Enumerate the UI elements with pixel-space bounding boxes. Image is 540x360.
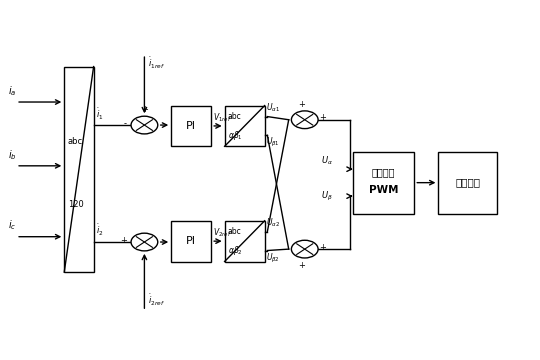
- Text: $i_a$: $i_a$: [8, 84, 17, 98]
- Text: -: -: [124, 119, 127, 128]
- Bar: [64, 67, 93, 272]
- Text: abc: abc: [228, 227, 241, 236]
- Text: -: -: [144, 254, 146, 263]
- Bar: [353, 152, 414, 214]
- Text: $\alpha\beta_1$: $\alpha\beta_1$: [228, 129, 242, 142]
- Circle shape: [292, 111, 318, 129]
- Text: PWM: PWM: [369, 185, 399, 195]
- Text: $U_{\beta 2}$: $U_{\beta 2}$: [266, 252, 280, 265]
- Text: +: +: [141, 105, 149, 114]
- Text: $i_b$: $i_b$: [8, 148, 17, 162]
- Text: $U_{\alpha 2}$: $U_{\alpha 2}$: [266, 216, 280, 229]
- Text: PI: PI: [186, 236, 196, 246]
- Text: PI: PI: [186, 121, 196, 131]
- Text: $U_\alpha$: $U_\alpha$: [321, 154, 333, 167]
- Circle shape: [292, 240, 318, 258]
- Text: $\alpha\beta_2$: $\alpha\beta_2$: [228, 244, 242, 257]
- Text: abc: abc: [68, 136, 83, 145]
- Text: $\dot{i}_2$: $\dot{i}_2$: [96, 223, 103, 238]
- Text: $\dot{i}_{2ref}$: $\dot{i}_{2ref}$: [147, 293, 165, 308]
- Bar: [225, 105, 265, 146]
- Text: $U_\beta$: $U_\beta$: [321, 189, 333, 203]
- Text: +: +: [319, 243, 326, 252]
- Text: $i_c$: $i_c$: [8, 219, 16, 233]
- Text: 空间矢量: 空间矢量: [372, 167, 395, 177]
- Text: +: +: [120, 236, 127, 245]
- Text: $V_{2ref}$: $V_{2ref}$: [213, 226, 232, 239]
- Text: $V_{1ref}$: $V_{1ref}$: [213, 111, 232, 124]
- Bar: [171, 105, 211, 146]
- Text: abc: abc: [228, 112, 241, 121]
- Text: $\dot{i}_1$: $\dot{i}_1$: [96, 106, 103, 122]
- Text: +: +: [319, 113, 326, 122]
- Circle shape: [131, 116, 158, 134]
- Text: $U_{\beta 1}$: $U_{\beta 1}$: [266, 136, 280, 149]
- Text: 120: 120: [69, 200, 84, 209]
- Text: +: +: [299, 261, 306, 270]
- Bar: [171, 221, 211, 261]
- Text: +: +: [299, 100, 306, 109]
- Bar: [438, 152, 497, 214]
- Bar: [225, 221, 265, 261]
- Text: $U_{\alpha 1}$: $U_{\alpha 1}$: [266, 101, 280, 114]
- Text: 驱动电路: 驱动电路: [455, 177, 480, 188]
- Circle shape: [131, 233, 158, 251]
- Text: $\dot{i}_{1ref}$: $\dot{i}_{1ref}$: [147, 56, 165, 71]
